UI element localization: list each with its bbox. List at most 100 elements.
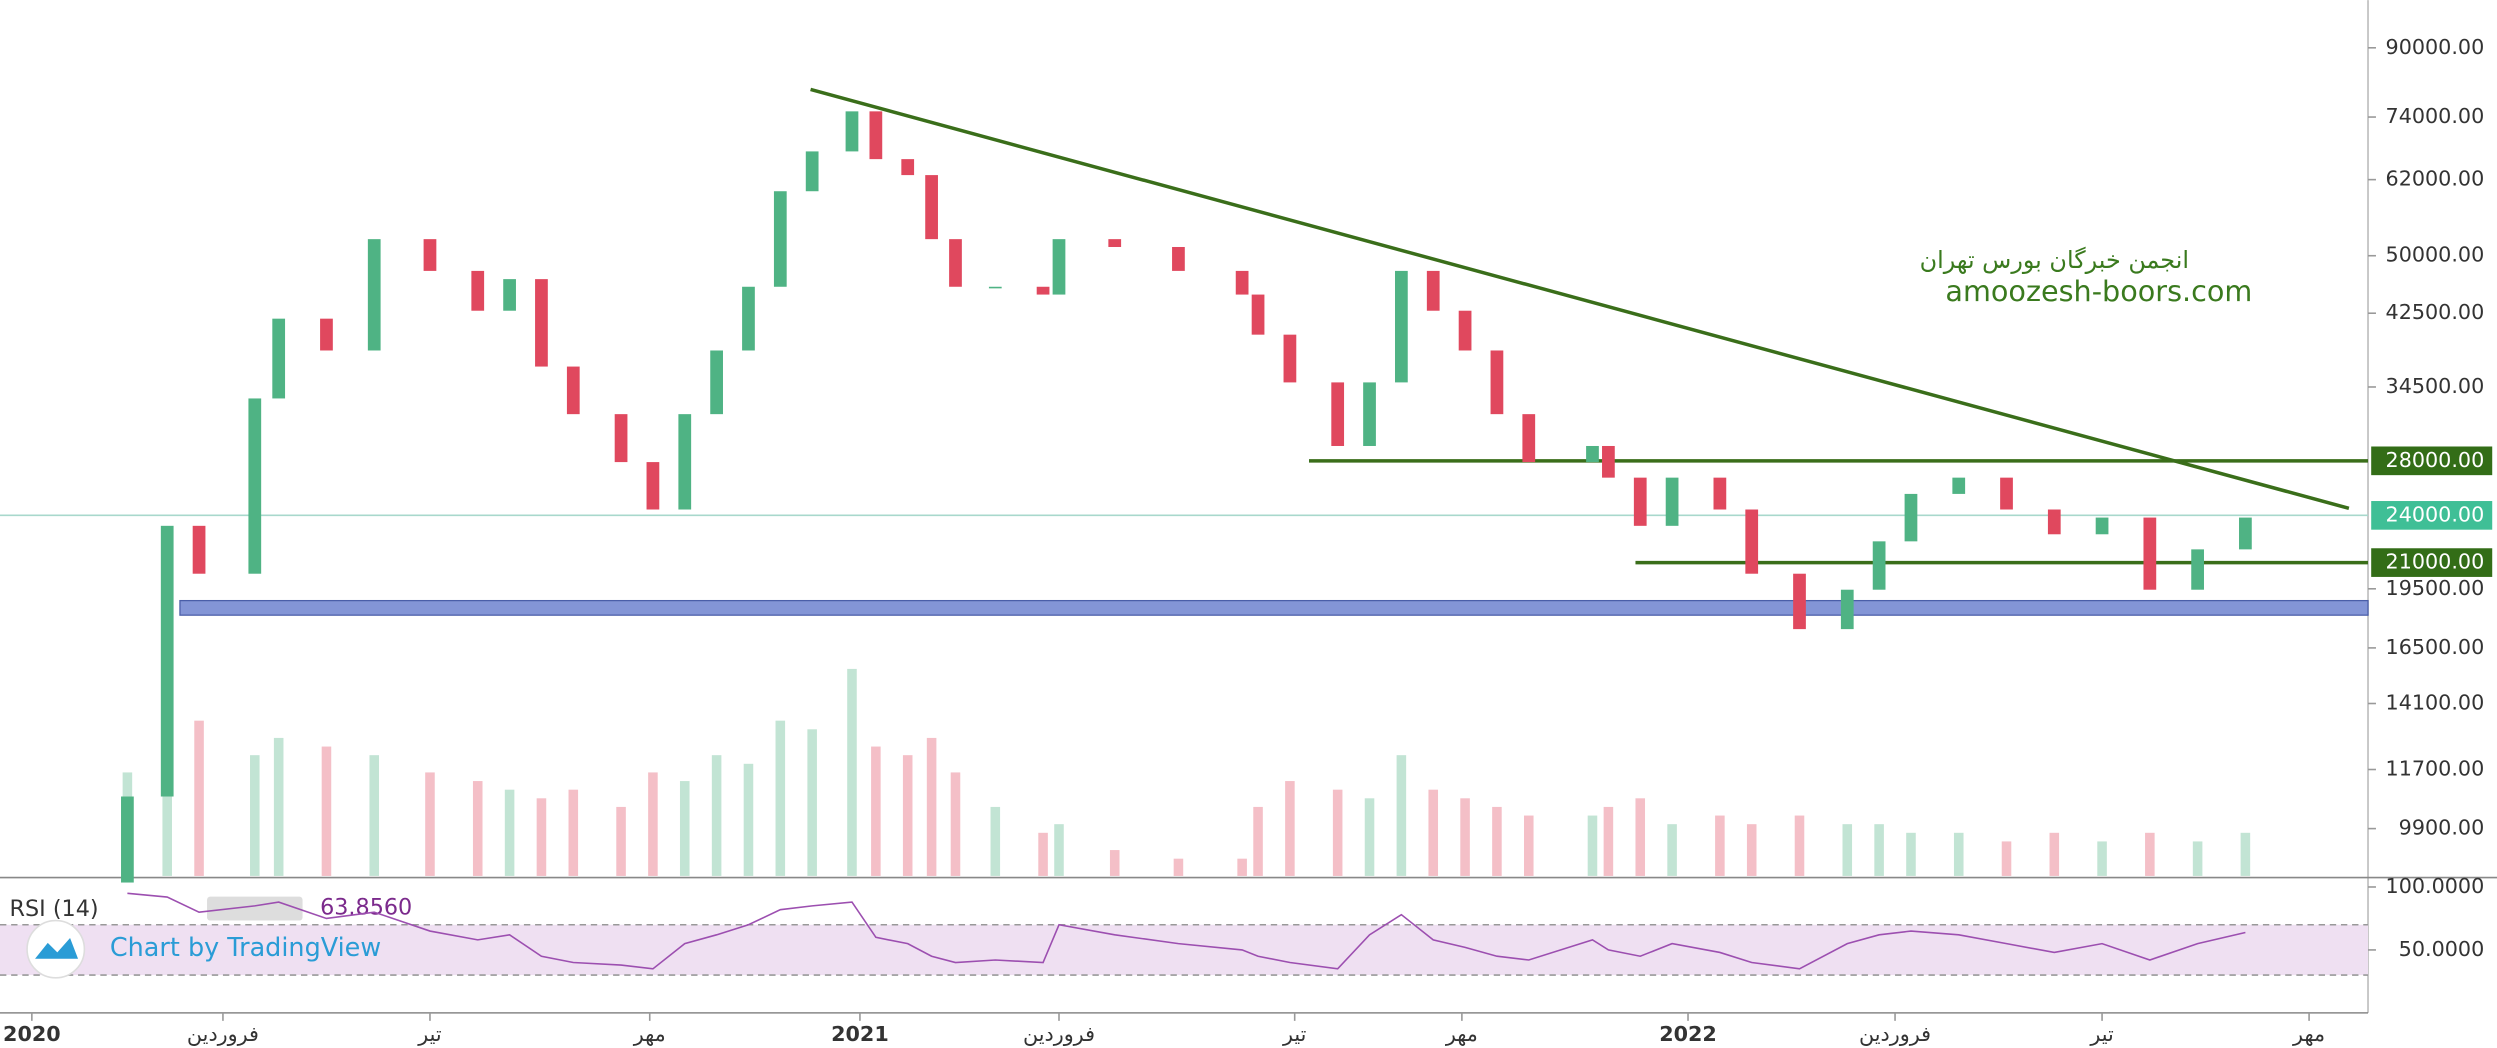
candle — [1793, 573, 1806, 630]
volume-bar — [679, 781, 690, 876]
volume-bar — [1332, 789, 1343, 876]
candle — [869, 111, 883, 160]
volume-bar — [2097, 841, 2107, 876]
candle — [1426, 270, 1440, 311]
volume-bar — [1364, 798, 1375, 876]
candle — [2191, 549, 2204, 590]
volume-bar — [1038, 832, 1048, 876]
candle — [646, 462, 660, 510]
candle — [160, 525, 174, 797]
candle — [614, 414, 628, 463]
candle — [1665, 477, 1679, 526]
x-tick-label: 2021 — [831, 1022, 889, 1046]
candle — [1458, 310, 1472, 351]
candle — [471, 270, 485, 311]
candle — [1490, 350, 1504, 415]
y-tick-label: 62000.00 — [2386, 167, 2485, 191]
x-tick-label: 2020 — [3, 1022, 61, 1046]
y-tick-label: 19500.00 — [2386, 576, 2485, 600]
candle — [1052, 239, 1066, 295]
candle — [1633, 477, 1647, 526]
volume-bar — [568, 789, 579, 876]
volume-bar — [1667, 824, 1677, 876]
level-label-bg — [2371, 501, 2493, 530]
candle — [925, 175, 938, 240]
candle — [1872, 541, 1886, 590]
rsi-line — [127, 892, 2246, 970]
volume-bar — [536, 798, 547, 876]
x-tick-label: فروردین — [1859, 1022, 1931, 1046]
candle — [901, 159, 915, 176]
y-tick-label: 14100.00 — [2386, 691, 2485, 715]
candle — [1522, 414, 1536, 463]
candle — [367, 239, 381, 351]
candle — [2047, 509, 2061, 535]
volume-bar — [616, 806, 626, 876]
candle — [192, 525, 206, 574]
volume-bar — [1237, 858, 1247, 876]
x-tick-label: تیر — [1282, 1022, 1307, 1046]
candle — [1251, 294, 1265, 335]
volume-bar — [711, 755, 722, 876]
volume-bar — [1460, 798, 1470, 876]
candle — [320, 318, 333, 351]
candle — [2239, 517, 2252, 550]
candle — [1602, 445, 1615, 478]
volume-bar — [1635, 798, 1646, 876]
volume-bar — [1874, 824, 1884, 876]
candle — [1283, 334, 1297, 383]
volume-bar — [504, 789, 515, 876]
candle — [248, 398, 262, 574]
watermark-url: amoozesh-boors.com — [1945, 274, 2252, 308]
candle — [1952, 477, 1966, 494]
volume-bar — [2001, 841, 2012, 876]
y-tick-label: 42500.00 — [2386, 300, 2485, 324]
volume-bar — [1523, 815, 1534, 876]
x-tick-label: مهر — [633, 1022, 666, 1046]
volume-bar — [425, 772, 435, 876]
volume-bar — [1794, 815, 1805, 876]
candle — [1713, 477, 1727, 510]
volume-bar — [648, 772, 658, 876]
support-band — [179, 599, 2369, 616]
volume-bar — [1428, 789, 1439, 876]
level-label-bg — [2371, 548, 2493, 577]
volume-bar — [1253, 806, 1263, 876]
candle — [773, 191, 787, 287]
volume-bar — [926, 737, 937, 876]
candle — [678, 414, 692, 510]
candle — [1840, 589, 1854, 630]
x-tick-label: تیر — [2089, 1022, 2114, 1046]
volume-bar — [369, 755, 380, 876]
candle — [710, 350, 723, 415]
y-tick-label: 74000.00 — [2386, 104, 2485, 128]
y-tick-label: 34500.00 — [2386, 374, 2485, 398]
indicator-buttons[interactable] — [207, 896, 303, 921]
candle — [1904, 493, 1918, 542]
volume-bar — [2049, 832, 2060, 876]
candle — [566, 366, 580, 415]
candle — [1172, 246, 1185, 271]
volume-bar — [1746, 824, 1757, 876]
level-label: 24000.00 — [2386, 502, 2485, 526]
volume-bar — [250, 755, 260, 876]
volume-bar — [1396, 755, 1407, 876]
level-label-bg — [2371, 446, 2493, 476]
candle — [1036, 286, 1050, 295]
volume-bar — [2145, 832, 2155, 876]
volume-bar — [1173, 858, 1184, 876]
trendline — [810, 87, 2350, 511]
rsi-tick-label: 50.0000 — [2399, 937, 2485, 961]
volume-bar — [990, 806, 1001, 876]
candle — [988, 286, 1002, 289]
volume-bar — [807, 729, 817, 876]
tv-logo-icon — [35, 938, 79, 959]
candle — [1745, 509, 1759, 574]
candle — [805, 151, 819, 192]
tv-logo[interactable] — [26, 919, 86, 979]
credit[interactable]: Chart by TradingView — [110, 933, 381, 963]
volume-bar — [2192, 841, 2203, 876]
candle — [535, 279, 548, 367]
